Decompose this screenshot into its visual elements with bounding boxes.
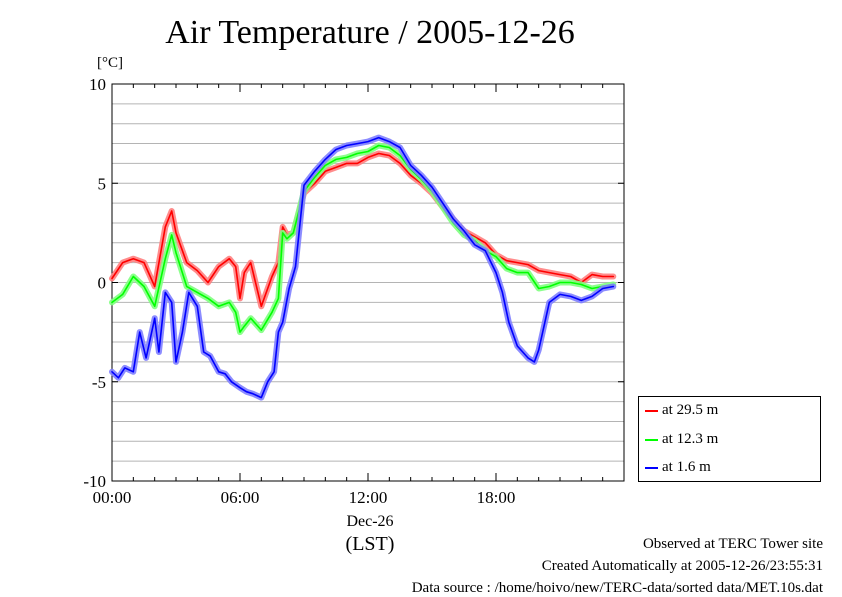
- legend-label-29-5m: at 29.5 m: [662, 402, 719, 418]
- y-tick-label: 0: [98, 274, 107, 293]
- legend-item-29-5m: at 29.5 m: [645, 402, 718, 419]
- footer-created: Created Automatically at 2005-12-26/23:5…: [541, 558, 823, 574]
- chart-title: Air Temperature / 2005-12-26: [165, 14, 575, 51]
- legend-swatch-red: [645, 409, 658, 412]
- x-tick-label: 18:00: [477, 488, 516, 507]
- footer-site: Observed at TERC Tower site: [642, 536, 823, 552]
- y-tick-label: 10: [89, 75, 106, 94]
- series-line-1: [111, 144, 615, 333]
- legend: at 29.5 m at 12.3 m at 1.6 m: [638, 396, 821, 482]
- legend-label-1-6m: at 1.6 m: [662, 459, 711, 475]
- x-tick-label: 06:00: [221, 488, 260, 507]
- series-line-2: [111, 136, 615, 399]
- legend-item-12-3m: at 12.3 m: [645, 431, 718, 448]
- series-lines: [109, 134, 617, 401]
- y-axis-unit: [°C]: [97, 55, 123, 71]
- y-tick-label: -10: [83, 472, 106, 491]
- footer-source: Data source : /home/hoivo/new/TERC-data/…: [411, 580, 823, 596]
- legend-item-1-6m: at 1.6 m: [645, 459, 711, 476]
- x-axis-date-label: Dec-26: [346, 513, 394, 530]
- x-tick-label: 00:00: [93, 488, 132, 507]
- x-tick-label: 12:00: [349, 488, 388, 507]
- series-line-0: [111, 152, 615, 308]
- y-tick-label: -5: [92, 373, 106, 392]
- y-tick-label: 5: [98, 174, 107, 193]
- x-axis-label: (LST): [345, 533, 395, 555]
- legend-swatch-green: [645, 438, 658, 441]
- legend-label-12-3m: at 12.3 m: [662, 431, 719, 447]
- legend-swatch-blue: [645, 466, 658, 469]
